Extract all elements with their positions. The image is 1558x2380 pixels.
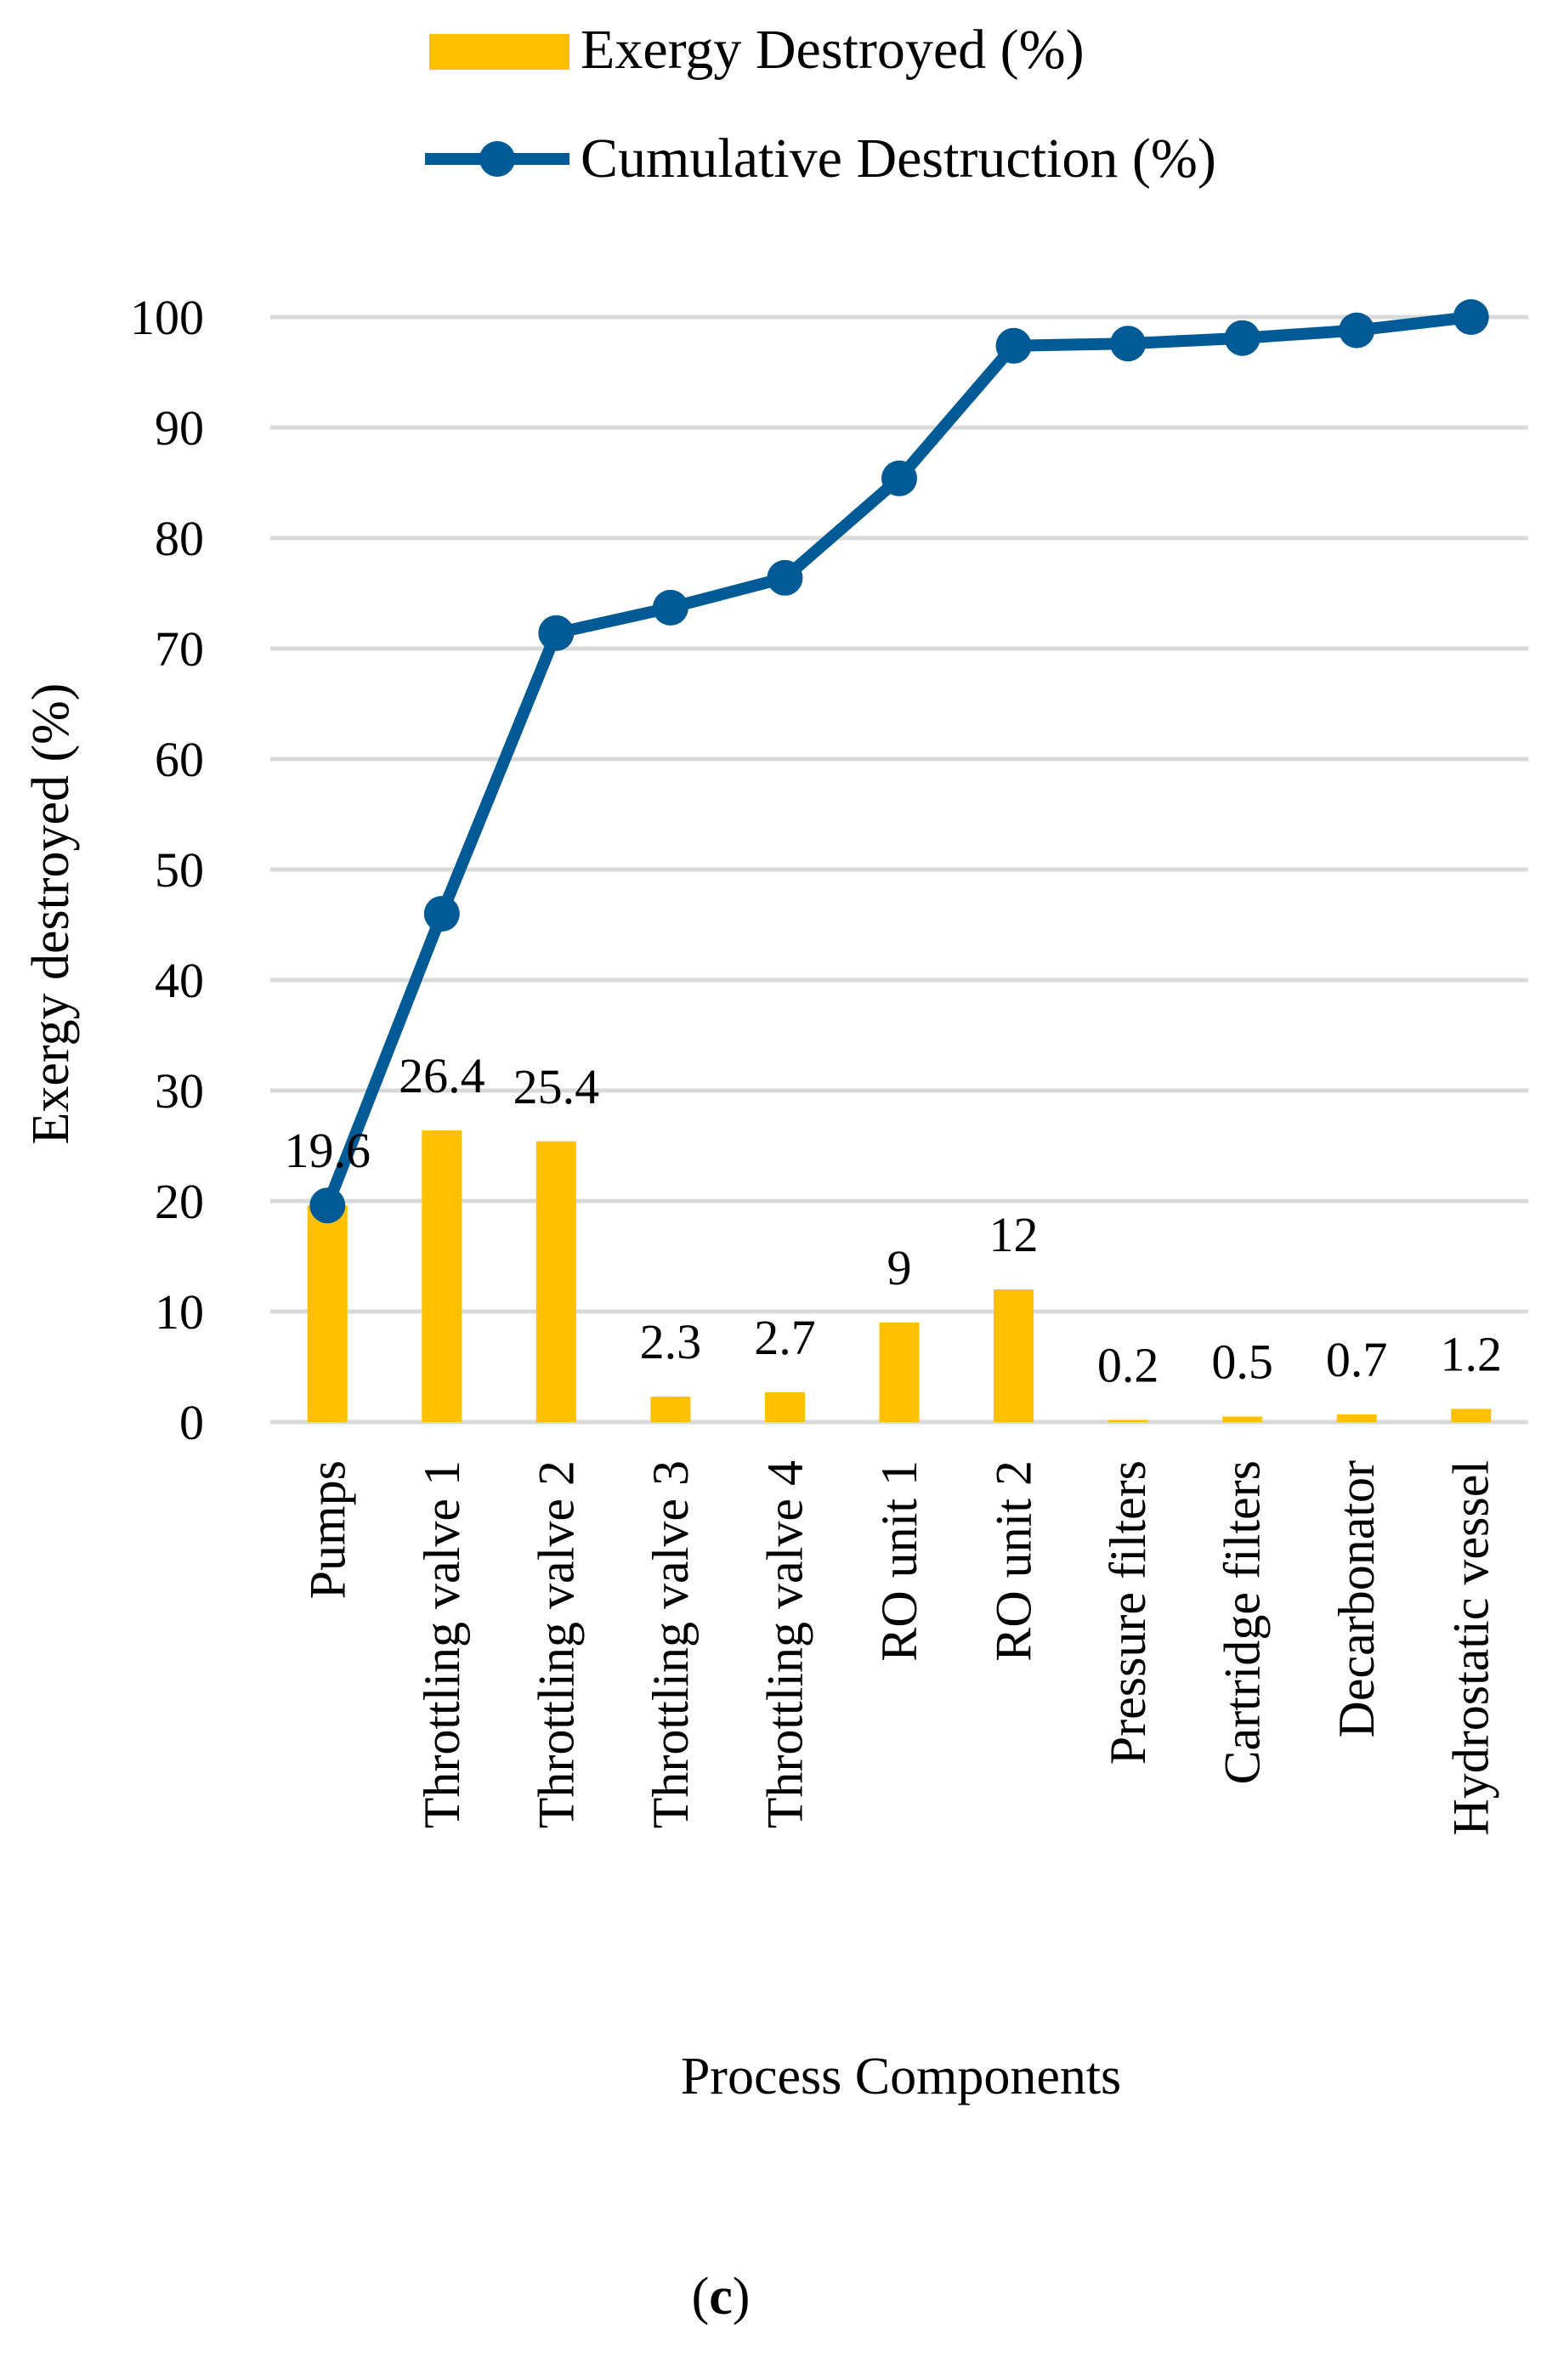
y-tick-label: 100: [130, 290, 204, 345]
y-tick-label: 0: [179, 1395, 204, 1450]
cumulative-point: [881, 460, 917, 496]
legend-bar-label: Exergy Destroyed (%): [581, 19, 1085, 81]
bar-data-label: 9: [887, 1240, 912, 1295]
bars: [307, 1130, 1492, 1422]
x-category-label: Throttling valve 2: [528, 1460, 584, 1828]
x-category-label: Cartridge filters: [1215, 1460, 1271, 1785]
y-tick-label: 90: [155, 400, 204, 456]
cumulative-line: [309, 299, 1489, 1224]
legend-line-label: Cumulative Destruction (%): [581, 128, 1216, 190]
bar-data-label: 0.2: [1097, 1337, 1159, 1392]
cumulative-point: [1110, 326, 1147, 362]
y-tick-label: 80: [155, 511, 204, 566]
bar-data-label: 1.2: [1440, 1326, 1502, 1381]
x-category-label: Throttling valve 1: [414, 1460, 470, 1828]
bar: [1451, 1408, 1492, 1422]
bar: [535, 1141, 576, 1422]
x-category-label: Throttling valve 4: [756, 1460, 813, 1828]
legend-line-marker: [479, 141, 515, 177]
cumulative-point: [1453, 299, 1489, 335]
cumulative-point: [309, 1187, 346, 1224]
bar: [307, 1205, 348, 1422]
bar: [994, 1289, 1034, 1422]
y-tick-label: 50: [155, 842, 204, 898]
x-category-label: Throttling valve 3: [643, 1460, 699, 1828]
bar: [422, 1130, 462, 1422]
bar: [1108, 1420, 1148, 1422]
x-category-label: RO unit 2: [986, 1460, 1042, 1662]
x-category-label: RO unit 1: [871, 1460, 927, 1662]
x-axis-title: Process Components: [681, 2048, 1121, 2105]
cumulative-point: [652, 589, 688, 626]
cumulative-point: [1224, 320, 1261, 356]
bar-data-label: 19.6: [285, 1123, 371, 1178]
y-tick-label: 60: [155, 732, 204, 787]
y-tick-label: 30: [155, 1063, 204, 1119]
x-category-label: Hydrostatic vessel: [1443, 1460, 1499, 1836]
bar: [879, 1323, 920, 1422]
cumulative-point: [995, 327, 1032, 364]
bar-data-label: 2.3: [640, 1314, 702, 1369]
gridlines: [270, 314, 1528, 1425]
bar-data-label: 25.4: [513, 1059, 600, 1114]
y-axis-ticks: 0 10 20 30 40 50 60 70 80 90 100: [130, 290, 204, 1450]
bar-data-label: 26.4: [399, 1048, 485, 1103]
y-tick-label: 20: [155, 1174, 204, 1229]
cumulative-point: [1339, 312, 1375, 348]
x-axis-category-labels: Pumps Throttling valve 1 Throttling valve …: [299, 1460, 1499, 1836]
x-category-label: Pressure filters: [1100, 1460, 1156, 1765]
bar: [1336, 1414, 1377, 1422]
bar: [1222, 1416, 1263, 1422]
y-tick-label: 10: [155, 1284, 204, 1340]
y-tick-label: 40: [155, 953, 204, 1008]
legend: Exergy Destroyed (%) Cumulative Destruct…: [425, 19, 1216, 190]
bar-data-label: 0.7: [1326, 1332, 1388, 1387]
bar: [764, 1391, 805, 1422]
bar-data-label: 12: [989, 1207, 1039, 1262]
legend-bar-swatch: [429, 34, 569, 70]
y-tick-label: 70: [155, 621, 204, 677]
cumulative-point: [767, 559, 803, 596]
bar-data-label: 2.7: [754, 1310, 816, 1365]
cumulative-series-line: [321, 311, 1472, 1208]
y-axis-title: Exergy destroyed (%): [22, 683, 80, 1145]
cumulative-point: [538, 615, 575, 651]
x-category-label: Decarbonator: [1329, 1460, 1385, 1738]
x-category-label: Pumps: [299, 1460, 355, 1599]
figure-caption: (c): [692, 2268, 751, 2326]
bar: [650, 1397, 691, 1422]
bar-data-labels: 19.6 26.4 25.4 2.3 2.7 9 12 0.2 0.5 0.7 1.2: [285, 1048, 1502, 1393]
bar-data-label: 0.5: [1211, 1334, 1273, 1390]
cumulative-point: [423, 896, 460, 932]
